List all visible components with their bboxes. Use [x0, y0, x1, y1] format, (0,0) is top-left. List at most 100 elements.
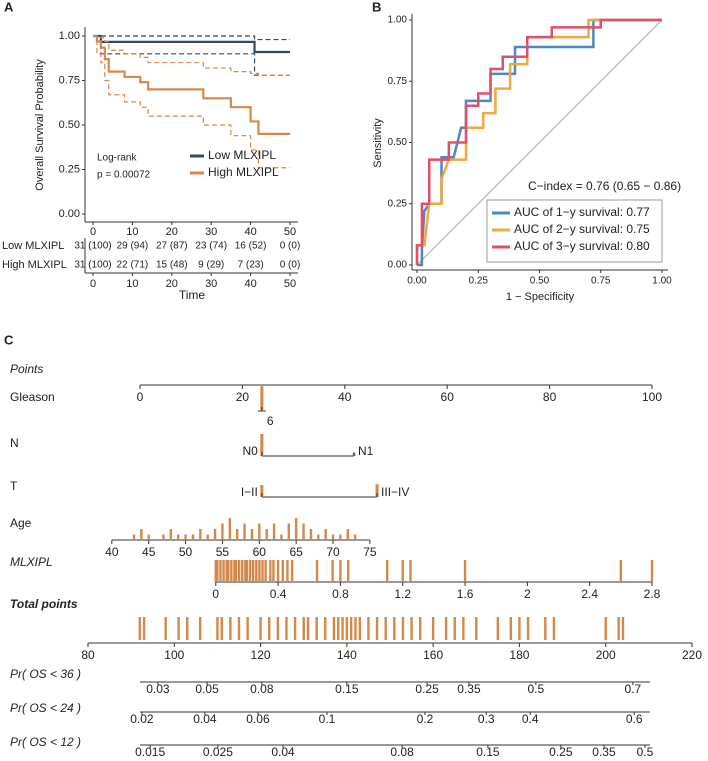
spike: [332, 617, 336, 640]
spike: [419, 617, 422, 640]
spike: [317, 534, 320, 540]
tick-label: 0.15: [335, 682, 359, 696]
spike: [604, 617, 607, 640]
risk-count: 31 (100): [74, 260, 111, 271]
x-tick-label: 20: [166, 226, 178, 238]
panel-title: B: [372, 0, 381, 14]
legend-label: AUC of 1−y survival: 0.77: [514, 205, 650, 219]
row-label: Pr( OS < 12 ): [10, 735, 81, 749]
x-tick-label: 30: [205, 226, 217, 238]
category-label: N0: [243, 444, 259, 458]
spike: [234, 560, 238, 582]
y-axis-label: Overall Survival Probability: [34, 59, 46, 191]
y-tick-label: 0.00: [59, 208, 80, 220]
spike: [544, 617, 547, 640]
spike: [244, 560, 247, 582]
spike: [251, 560, 255, 582]
tick-label: 0.4: [270, 587, 287, 601]
risk-row-label: High MLXIPL: [2, 259, 67, 271]
spike: [206, 534, 209, 540]
spike: [496, 617, 500, 640]
spike: [552, 617, 556, 640]
tick-label: 0.25: [415, 682, 439, 696]
category-label: III−IV: [381, 485, 409, 499]
spike: [186, 617, 189, 640]
spike: [272, 523, 276, 540]
spike: [225, 560, 228, 582]
spike: [324, 529, 327, 540]
spike: [431, 617, 435, 640]
spike: [259, 617, 262, 640]
tick-label: 2: [524, 587, 531, 601]
y-axis-label: Sensitivity: [372, 118, 384, 168]
tick-label: 0.35: [457, 682, 481, 696]
tick-label: 70: [326, 545, 340, 559]
spike: [142, 617, 146, 640]
tick-label: 80: [543, 390, 557, 404]
spike: [331, 560, 334, 582]
row-label: MLXIPL: [10, 555, 53, 569]
tick-label: 80: [81, 648, 95, 662]
annotation: C−index = 0.76 (0.65 − 0.86): [528, 179, 681, 193]
tick-label: 200: [596, 648, 616, 662]
spike: [268, 617, 271, 640]
tick-label: 0: [212, 587, 219, 601]
spike: [132, 534, 136, 540]
row-label: Pr( OS < 24 ): [10, 701, 81, 715]
confidence-band: [93, 35, 290, 76]
risk-count: 27 (87): [156, 241, 188, 252]
risk-count: 31 (100): [74, 241, 111, 252]
spike: [138, 617, 141, 640]
spike: [302, 523, 305, 540]
spike: [293, 617, 297, 640]
spike: [309, 529, 313, 540]
spike: [230, 560, 233, 582]
x-tick-label: 20: [166, 278, 178, 290]
tick-label: 0.1: [319, 712, 336, 726]
tick-label: 55: [216, 545, 230, 559]
x-tick-label: 50: [284, 226, 296, 238]
spike: [162, 534, 165, 540]
y-tick-label: 0.75: [388, 76, 408, 87]
spike: [255, 560, 258, 582]
spike: [475, 617, 478, 640]
spike: [621, 617, 625, 640]
x-tick-label: 0.75: [591, 276, 611, 287]
tick-label: 0.06: [246, 712, 270, 726]
tick-label: 160: [423, 648, 443, 662]
x-tick-label: 0.25: [469, 276, 489, 287]
x-axis-label: 1 − Specificity: [506, 291, 575, 303]
spike: [375, 617, 379, 640]
spike: [276, 617, 280, 640]
spike: [213, 529, 217, 540]
spike: [290, 560, 294, 582]
spike: [177, 617, 180, 640]
spike: [264, 560, 267, 582]
spike: [260, 485, 264, 497]
tick-label: 0.04: [271, 745, 295, 759]
legend-label: AUC of 2−y survival: 0.75: [514, 222, 650, 236]
spike: [260, 434, 264, 456]
tick-label: 0.35: [592, 745, 616, 759]
spike: [227, 560, 230, 582]
tick-label: 60: [441, 390, 455, 404]
spike: [349, 617, 353, 640]
x-tick-label: 0: [90, 226, 96, 238]
spike: [214, 560, 217, 582]
y-tick-label: 0.75: [59, 74, 80, 86]
x-tick-label: 50: [284, 278, 296, 290]
risk-count: 15 (48): [156, 260, 188, 271]
spike: [261, 560, 264, 582]
spike: [339, 560, 342, 582]
spike: [164, 617, 167, 640]
spike: [315, 617, 318, 640]
category-label: N1: [358, 444, 374, 458]
spike: [198, 617, 202, 640]
risk-row-label: Low MLXIPL: [2, 240, 64, 252]
x-tick-label: 10: [126, 278, 138, 290]
tick-label: 0.8: [332, 587, 349, 601]
tick-label: 40: [338, 390, 352, 404]
risk-count: 9 (29): [198, 260, 224, 271]
tick-label: 0.5: [527, 682, 544, 696]
